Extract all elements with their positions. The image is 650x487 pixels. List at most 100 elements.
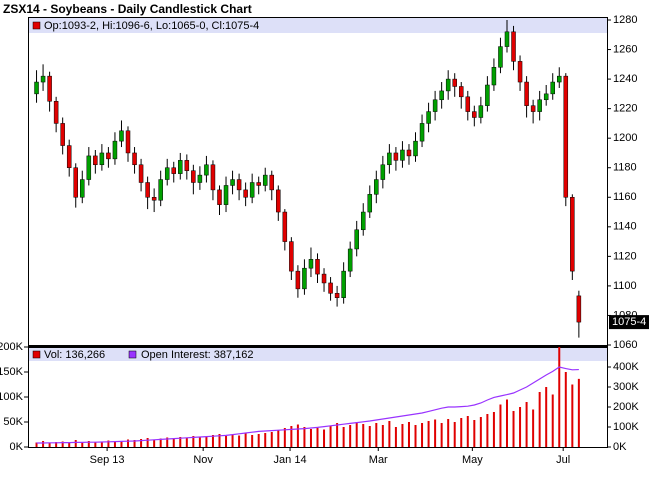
candle-body [563, 75, 569, 198]
candle-body [66, 145, 72, 168]
y-tick-label: 200K [0, 341, 24, 353]
candle-body [308, 259, 314, 269]
candle [485, 76, 490, 112]
candle-body [367, 194, 373, 213]
candle-body [328, 282, 333, 294]
y-tick-label: 1240 [613, 73, 637, 85]
volume-bar [257, 434, 260, 447]
candle-body [432, 99, 438, 112]
volume-bar [394, 427, 397, 447]
y-tick-label: 1220 [613, 103, 637, 115]
volume-bar [264, 433, 267, 447]
volume-bar [127, 439, 130, 447]
volume-bar [336, 423, 339, 447]
candle-body [478, 105, 484, 118]
y-tick-label: 50K [3, 416, 23, 428]
y-tick-label: 150K [0, 366, 24, 378]
candle [249, 173, 255, 204]
volume-bar [74, 440, 77, 447]
candle [262, 167, 268, 192]
volume-bar [421, 423, 424, 447]
volume-bar [185, 438, 188, 447]
volume-bar [133, 440, 136, 447]
candle [40, 64, 46, 91]
candle-body [184, 160, 190, 171]
last-price-label: 1075-4 [612, 316, 646, 328]
volume-bar [251, 435, 254, 447]
volume-bar [453, 422, 456, 447]
info-band [29, 18, 607, 33]
candle [557, 67, 562, 88]
y-tick-label: 1160 [613, 191, 637, 203]
candle [138, 158, 144, 192]
volume-bar [218, 434, 221, 447]
candle-body [543, 93, 549, 101]
candle-body [289, 241, 294, 272]
volume-bar [564, 372, 567, 447]
candle-body [106, 152, 111, 160]
candle [550, 73, 555, 100]
volume-bar [100, 441, 103, 447]
y-tick-label: 1140 [613, 221, 637, 233]
candle-body [204, 164, 209, 176]
candle [112, 132, 118, 165]
volume-bar [277, 430, 280, 447]
candle-body [256, 182, 261, 186]
volume-bar [407, 422, 410, 447]
volume-bar [414, 425, 417, 447]
candle-body [406, 149, 412, 157]
y-tick-label: 1180 [613, 162, 637, 174]
candle-body [570, 197, 575, 272]
candle [459, 82, 464, 109]
volume-bar [159, 438, 162, 447]
candle-body [210, 164, 216, 191]
volume-bar [309, 429, 312, 447]
candle [119, 120, 124, 148]
volume-bar [198, 437, 201, 447]
candle [537, 90, 542, 121]
volume-bar [388, 421, 391, 447]
candle-body [236, 179, 242, 191]
x-tick-label: Mar [369, 454, 388, 466]
candle-body [315, 259, 320, 275]
volume-bar [283, 428, 286, 447]
volume-bar [94, 442, 97, 447]
volume-bar [447, 419, 450, 447]
candle [406, 144, 412, 165]
candle [380, 155, 386, 189]
candle-body [47, 75, 52, 102]
candle-body [40, 75, 46, 83]
volume-bar [349, 425, 352, 447]
candle-body [452, 78, 457, 87]
candle [125, 126, 131, 162]
candle [426, 102, 431, 133]
volume-bar [342, 427, 345, 447]
volume-bar [290, 426, 293, 447]
x-tick-label: Sep 13 [90, 454, 125, 466]
candle [511, 25, 516, 71]
candle [86, 147, 92, 186]
candle-body [249, 182, 255, 198]
candle-body [34, 81, 39, 95]
candle-body [158, 179, 163, 201]
candle [197, 166, 203, 190]
candle-body [465, 96, 471, 112]
volume-bar [120, 441, 123, 447]
volume-bar [179, 437, 182, 447]
candle [80, 170, 85, 204]
candle-body [347, 248, 353, 272]
candle [308, 247, 314, 278]
candle-body [138, 164, 144, 183]
candle [282, 209, 288, 251]
candle-body [504, 31, 510, 47]
candle-body [472, 111, 477, 118]
candle-body [485, 84, 490, 106]
volume-bar [238, 435, 241, 447]
volume-bar [499, 404, 502, 447]
volume-bar [303, 427, 306, 447]
last-price-box [609, 315, 649, 330]
price-panel [28, 17, 608, 346]
candle [145, 176, 150, 210]
volume-bar [538, 392, 541, 447]
